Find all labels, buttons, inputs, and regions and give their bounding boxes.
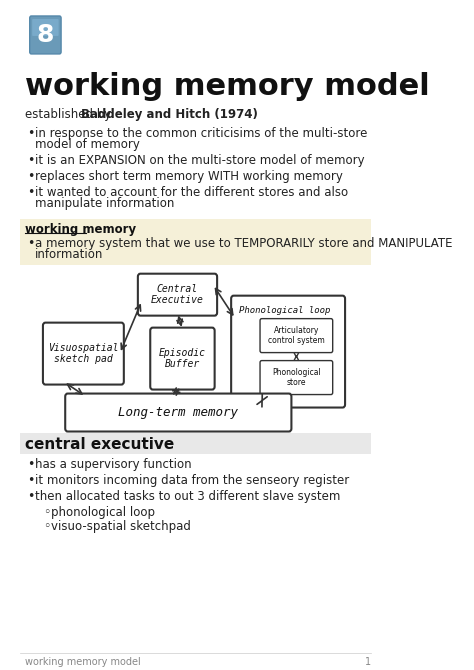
Text: Long-term memory: Long-term memory (118, 406, 238, 419)
Text: •: • (27, 458, 35, 472)
Text: Baddeley and Hitch (1974): Baddeley and Hitch (1974) (81, 108, 258, 121)
FancyBboxPatch shape (138, 273, 217, 316)
Text: information: information (35, 248, 103, 261)
Text: phonological loop: phonological loop (51, 507, 155, 519)
Text: working memory: working memory (25, 222, 136, 236)
FancyBboxPatch shape (43, 323, 124, 385)
Text: •: • (27, 170, 35, 183)
Text: •: • (27, 474, 35, 488)
Text: visuo-spatial sketchpad: visuo-spatial sketchpad (51, 521, 191, 533)
FancyBboxPatch shape (20, 218, 372, 265)
Text: it is an EXPANSION on the multi-store model of memory: it is an EXPANSION on the multi-store mo… (35, 154, 365, 167)
Text: central executive: central executive (25, 436, 174, 452)
Text: model of memory: model of memory (35, 138, 139, 151)
Text: Central
Executive: Central Executive (151, 284, 204, 306)
Text: has a supervisory function: has a supervisory function (35, 458, 191, 472)
Text: Articulatory
control system: Articulatory control system (268, 326, 325, 345)
FancyBboxPatch shape (260, 319, 333, 352)
Text: then allocated tasks to out 3 different slave system: then allocated tasks to out 3 different … (35, 490, 340, 503)
Text: •: • (27, 154, 35, 167)
Text: a memory system that we use to TEMPORARILY store and MANIPULATE: a memory system that we use to TEMPORARI… (35, 237, 452, 250)
Text: 1: 1 (365, 657, 372, 667)
Text: established by: established by (25, 108, 115, 121)
Text: working memory model: working memory model (25, 657, 140, 667)
Text: replaces short term memory WITH working memory: replaces short term memory WITH working … (35, 170, 343, 183)
Text: •: • (27, 186, 35, 199)
Text: Phonological
store: Phonological store (272, 368, 321, 387)
Text: Episodic
Buffer: Episodic Buffer (159, 348, 206, 369)
Text: •: • (27, 237, 35, 250)
FancyBboxPatch shape (32, 19, 59, 36)
Text: •: • (27, 490, 35, 503)
Text: ◦: ◦ (43, 507, 50, 519)
FancyBboxPatch shape (65, 393, 292, 431)
FancyBboxPatch shape (20, 433, 372, 454)
Text: manipulate information: manipulate information (35, 197, 174, 210)
Text: it monitors incoming data from the senseory register: it monitors incoming data from the sense… (35, 474, 349, 488)
Text: 8: 8 (36, 23, 54, 47)
Text: Visuospatial
sketch pad: Visuospatial sketch pad (48, 343, 119, 364)
Text: Phonological loop: Phonological loop (238, 306, 330, 315)
Text: working memory model: working memory model (25, 72, 429, 101)
FancyBboxPatch shape (150, 328, 215, 389)
FancyBboxPatch shape (231, 295, 345, 407)
Text: it wanted to account for the different stores and also: it wanted to account for the different s… (35, 186, 348, 199)
FancyBboxPatch shape (30, 16, 61, 54)
Text: in response to the common criticisims of the multi-store: in response to the common criticisims of… (35, 127, 367, 140)
Text: •: • (27, 127, 35, 140)
Text: ◦: ◦ (43, 521, 50, 533)
FancyBboxPatch shape (260, 360, 333, 395)
